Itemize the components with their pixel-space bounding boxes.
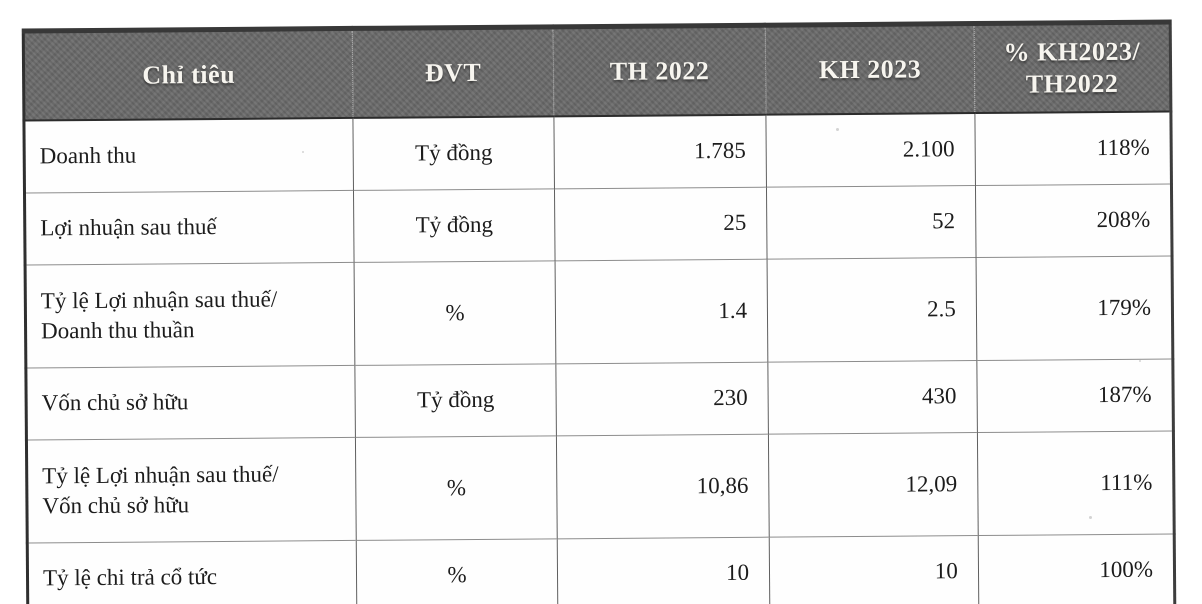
unit-cell: % (355, 435, 558, 541)
ratio-value-cell: 100% (978, 533, 1175, 604)
kh2023-value-cell: 2.100 (766, 113, 976, 188)
table-body: Doanh thu Tỷ đồng 1.785 2.100 118% Lợi nhuận … (23, 111, 1175, 604)
ratio-value-cell: 179% (975, 255, 1173, 361)
kh2023-value-cell: 10 (769, 535, 979, 604)
kh2023-value-cell: 12,09 (768, 432, 979, 538)
ratio-value-cell: 208% (975, 183, 1173, 258)
header-th-2022: TH 2022 (553, 25, 767, 117)
table-header-row: Chỉ tiêu ĐVT TH 2022 KH 2023 % KH2023/ T… (23, 22, 1171, 121)
unit-cell: % (356, 538, 558, 604)
row-label-cell: Tỷ lệ Lợi nhuận sau thuế/ Doanh thu thuầ… (25, 262, 356, 369)
unit-cell: Tỷ đồng (353, 116, 555, 191)
th2022-value-cell: 10,86 (556, 434, 770, 539)
unit-cell: Tỷ đồng (353, 188, 555, 263)
header-kh-2023: KH 2023 (765, 23, 975, 115)
unit-cell: Tỷ đồng (355, 363, 557, 438)
kh2023-value-cell: 2.5 (767, 257, 977, 363)
th2022-value-cell: 10 (557, 537, 770, 604)
business-plan-table: Chỉ tiêu ĐVT TH 2022 KH 2023 % KH2023/ T… (21, 19, 1177, 604)
row-label-cell: Tỷ lệ Lợi nhuận sau thuế/ Vốn chủ sở hữu (26, 437, 357, 543)
table-row: Lợi nhuận sau thuế Tỷ đồng 25 52 208% (24, 183, 1173, 266)
th2022-value-cell: 1.785 (553, 114, 767, 189)
table-row: Tỷ lệ Lợi nhuận sau thuế/ Doanh thu thuầ… (25, 255, 1173, 369)
th2022-value-cell: 230 (555, 362, 769, 436)
row-label-cell: Doanh thu (23, 117, 354, 194)
header-ratio: % KH2023/ TH2022 (974, 22, 1171, 114)
kh2023-value-cell: 430 (767, 360, 978, 435)
table-row: Tỷ lệ chi trả cổ tức% 10 10 100% (27, 533, 1175, 604)
ratio-value-cell: 118% (974, 111, 1172, 186)
row-label-cell: Lợi nhuận sau thuế (24, 190, 355, 266)
table-row: Tỷ lệ Lợi nhuận sau thuế/ Vốn chủ sở hữu… (26, 430, 1175, 543)
row-label-cell: Vốn chủ sở hữu (25, 365, 356, 441)
th2022-value-cell: 1.4 (554, 259, 768, 364)
table-scan-wrapper: Chỉ tiêu ĐVT TH 2022 KH 2023 % KH2023/ T… (21, 19, 1177, 604)
unit-cell: % (354, 260, 556, 366)
ratio-value-cell: 187% (976, 358, 1174, 433)
ratio-value-cell: 111% (977, 430, 1175, 536)
table-row: Vốn chủ sở hữu Tỷ đồng 230 430 187% (25, 358, 1174, 441)
kh2023-value-cell: 52 (766, 185, 976, 260)
th2022-value-cell: 25 (554, 187, 768, 261)
header-chi-tieu: Chỉ tiêu (23, 28, 354, 121)
header-dvt: ĐVT (352, 26, 554, 118)
table-row: Doanh thu Tỷ đồng 1.785 2.100 118% (23, 111, 1172, 194)
row-label-cell: Tỷ lệ chi trả cổ tức (27, 540, 357, 604)
